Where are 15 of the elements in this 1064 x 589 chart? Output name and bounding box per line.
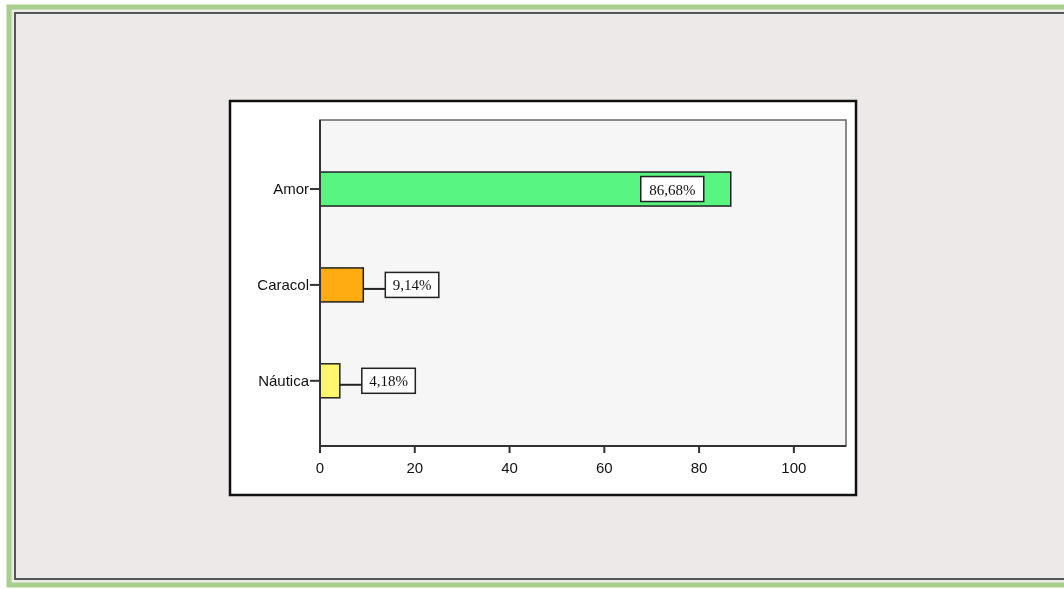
y-tick-label: Náutica: [258, 371, 310, 389]
x-tick-label: 40: [501, 459, 518, 476]
x-tick-label: 20: [406, 459, 424, 476]
data-label: 86,68%: [649, 181, 696, 198]
x-tick-label: 80: [690, 459, 708, 476]
bar: [319, 267, 365, 303]
data-label: 4,18%: [369, 373, 408, 390]
bar: [319, 363, 341, 399]
y-tick-label: Amor: [273, 180, 309, 198]
x-tick-label: 60: [595, 459, 613, 476]
bar: [319, 171, 732, 207]
x-tick-label: 0: [315, 459, 325, 476]
data-label: 9,14%: [392, 277, 432, 294]
y-tick-label: Caracol: [257, 275, 309, 293]
x-tick-label: 100: [781, 459, 807, 476]
